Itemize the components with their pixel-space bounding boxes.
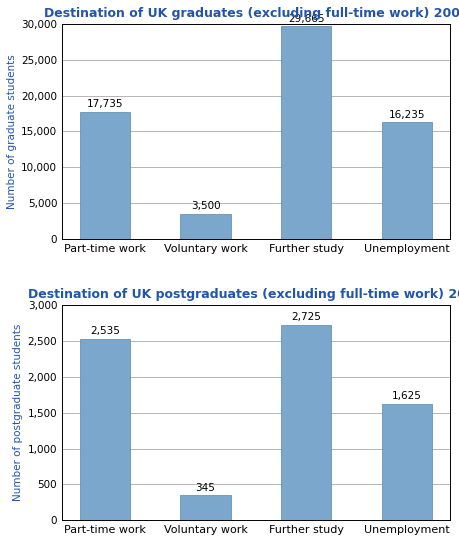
Text: 2,535: 2,535 [90, 326, 119, 336]
Text: 29,665: 29,665 [287, 14, 324, 24]
Bar [280, 325, 330, 520]
Text: 17,735: 17,735 [86, 99, 123, 109]
Bar [381, 404, 431, 520]
Text: 1,625: 1,625 [391, 391, 421, 401]
Text: 3,500: 3,500 [190, 201, 220, 211]
Title: Destination of UK postgraduates (excluding full-time work) 2008: Destination of UK postgraduates (excludi… [28, 288, 459, 301]
Bar [280, 27, 330, 239]
Bar [180, 495, 230, 520]
Text: 345: 345 [195, 483, 215, 493]
Y-axis label: Number of postgraduate students: Number of postgraduate students [13, 324, 23, 501]
Bar [180, 214, 230, 239]
Bar [79, 339, 130, 520]
Bar [381, 122, 431, 239]
Text: 2,725: 2,725 [291, 312, 320, 322]
Title: Destination of UK graduates (excluding full-time work) 2008: Destination of UK graduates (excluding f… [44, 7, 459, 20]
Y-axis label: Number of graduate students: Number of graduate students [7, 54, 17, 209]
Bar [79, 112, 130, 239]
Text: 16,235: 16,235 [388, 110, 424, 120]
